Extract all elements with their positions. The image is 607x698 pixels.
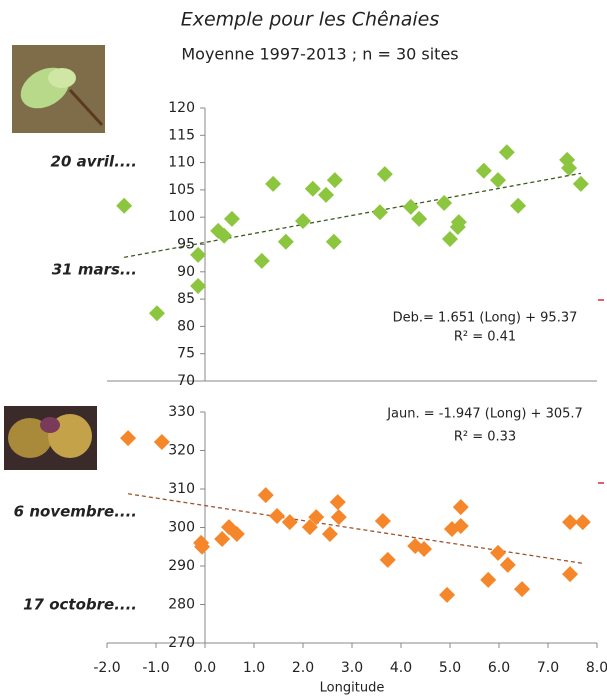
y-tick-label: 300 [168, 520, 195, 536]
point [436, 195, 453, 212]
y-tick-label: 280 [168, 597, 195, 613]
trendline-equation: Deb.= 1.651 (Long) + 95.37 [393, 311, 578, 326]
point [325, 233, 342, 250]
point [269, 507, 286, 524]
point [228, 526, 245, 543]
y-tick-label: 320 [168, 443, 195, 459]
point [223, 210, 240, 227]
point [116, 197, 133, 214]
point [301, 519, 318, 536]
x-tick-label: 5.0 [439, 660, 461, 676]
point [442, 231, 458, 248]
point [490, 172, 507, 189]
point [120, 430, 137, 447]
point [148, 305, 165, 322]
point [277, 233, 294, 250]
x-tick-label: 7.0 [537, 660, 559, 676]
y-tick-label: 80 [177, 318, 195, 334]
point [452, 517, 469, 534]
point [281, 514, 298, 531]
point [411, 210, 428, 227]
x-tick-label: -2.0 [93, 660, 120, 676]
page-subtitle: Moyenne 1997-2013 ; n = 30 sites [181, 45, 458, 64]
point [402, 198, 419, 215]
point [253, 252, 270, 269]
page-title: Exemple pour les Chênaies [181, 9, 440, 31]
point [490, 544, 507, 561]
point [510, 197, 527, 214]
y-tick-label: 100 [168, 209, 195, 225]
point [416, 541, 433, 558]
x-tick-label: 0.0 [194, 660, 216, 676]
point [371, 204, 388, 221]
trendline [124, 172, 581, 258]
x-tick-label: 4.0 [390, 660, 412, 676]
y-tick-label: 70 [177, 373, 195, 389]
point [265, 175, 282, 192]
point [295, 213, 311, 230]
point [326, 172, 343, 189]
point [216, 227, 233, 244]
annotation: 6 novembre.... [14, 503, 137, 521]
point [318, 186, 335, 203]
photo-spring [12, 45, 105, 133]
point [214, 531, 231, 548]
point [480, 571, 497, 588]
point [475, 162, 492, 179]
point [572, 175, 589, 192]
point [374, 512, 391, 529]
annotation: 17 octobre.... [23, 596, 137, 614]
x-tick-label: 8.0 [586, 660, 607, 676]
point [561, 160, 578, 177]
point [574, 514, 591, 531]
x-axis-label: Longitude [320, 681, 385, 696]
y-tick-label: 270 [168, 635, 195, 651]
point [376, 166, 393, 183]
x-tick-label: 1.0 [243, 660, 265, 676]
point [194, 538, 211, 555]
annotation: 31 mars... [52, 261, 137, 279]
y-tick-label: 85 [177, 291, 195, 307]
trendline-r2: R² = 0.33 [454, 430, 516, 445]
point [190, 246, 207, 263]
trendline [127, 493, 583, 564]
point [450, 214, 467, 231]
point [153, 434, 170, 451]
point [514, 581, 531, 598]
point [329, 494, 346, 511]
y-tick-label: 75 [177, 346, 195, 362]
y-tick-label: 110 [168, 155, 195, 171]
y-tick-label: 120 [168, 100, 195, 116]
trendline-r2: R² = 0.41 [454, 330, 516, 345]
y-tick-label: 105 [168, 182, 195, 198]
trendline-equation: Jaun. = -1.947 (Long) + 305.7 [386, 407, 583, 422]
x-tick-label: 6.0 [488, 660, 510, 676]
point [304, 180, 321, 197]
point [330, 509, 347, 526]
point [499, 556, 516, 573]
point [562, 566, 579, 583]
x-tick-label: -1.0 [142, 660, 169, 676]
point [379, 551, 396, 568]
y-tick-label: 90 [177, 264, 195, 280]
point [452, 499, 469, 516]
point [562, 514, 579, 531]
y-tick-label: 310 [168, 481, 195, 497]
point [190, 277, 207, 294]
point [321, 526, 338, 543]
y-tick-label: 115 [168, 127, 195, 143]
point [498, 144, 515, 161]
y-tick-label: 290 [168, 558, 195, 574]
point [439, 586, 456, 603]
y-tick-label: 330 [168, 404, 195, 420]
y-tick-label: 95 [177, 237, 195, 253]
x-tick-label: 2.0 [292, 660, 314, 676]
point [257, 487, 274, 504]
point [308, 509, 325, 526]
x-tick-label: 3.0 [341, 660, 363, 676]
photo-autumn [4, 406, 97, 470]
annotation: 20 avril.... [51, 153, 137, 171]
